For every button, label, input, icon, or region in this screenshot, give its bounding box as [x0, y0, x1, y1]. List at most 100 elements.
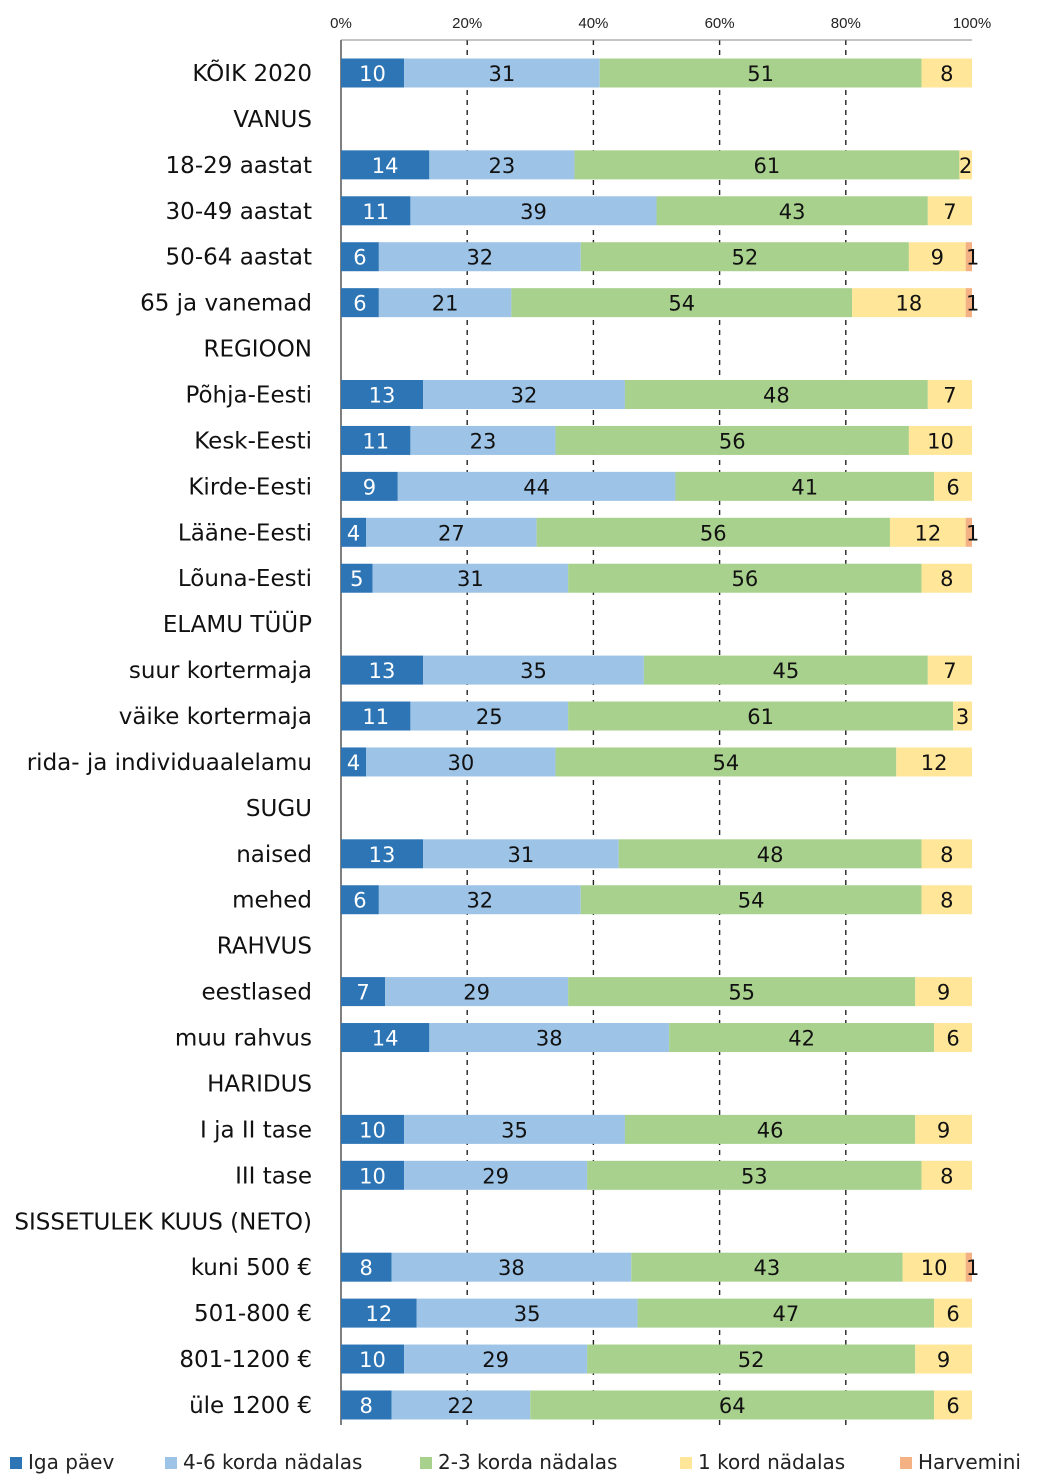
bar-value-label: 46 [757, 1118, 784, 1142]
bar-value-label: 31 [507, 843, 534, 867]
bar-value-label: 23 [470, 429, 497, 453]
legend-label: 1 kord nädalas [698, 1450, 845, 1474]
x-tick-label: 100% [953, 15, 991, 32]
bar-value-label: 43 [754, 1256, 781, 1280]
bar-value-label: 31 [457, 567, 484, 591]
bar-value-label: 39 [520, 200, 547, 224]
bar-value-label: 1 [966, 292, 979, 316]
bar-value-label: 32 [466, 246, 493, 270]
bar-value-label: 9 [937, 981, 950, 1005]
bar-value-label: 12 [914, 521, 941, 545]
legend-label: 4-6 korda nädalas [183, 1450, 362, 1474]
bar-value-label: 41 [791, 475, 818, 499]
bar-value-label: 9 [937, 1118, 950, 1142]
x-tick-label: 80% [831, 15, 861, 32]
bar-value-label: 6 [946, 475, 959, 499]
category-label: Kirde-Eesti [188, 474, 312, 500]
bar-value-label: 45 [772, 659, 799, 683]
category-label: Kesk-Eesti [194, 428, 312, 454]
category-label: 18-29 aastat [166, 153, 312, 179]
x-tick-label: 20% [452, 15, 482, 32]
category-label: Lääne-Eesti [178, 520, 312, 546]
category-labels: KÕIK 2020VANUS18-29 aastat30-49 aastat50… [14, 58, 312, 1419]
bar-value-label: 10 [359, 1164, 386, 1188]
category-label: Lõuna-Eesti [178, 566, 312, 592]
category-label: REGIOON [203, 337, 312, 363]
bar-value-label: 11 [362, 429, 389, 453]
bar-value-label: 32 [511, 384, 538, 408]
category-label: mehed [232, 888, 312, 914]
bar-value-label: 42 [788, 1027, 815, 1051]
x-axis-ticks: 0% 20% 40% 60% 80% 100% [330, 15, 991, 32]
category-label: VANUS [233, 107, 312, 133]
x-tick-label: 0% [330, 15, 352, 32]
bar-value-label: 6 [353, 246, 366, 270]
bar-value-label: 64 [719, 1394, 746, 1418]
bar-value-label: 6 [946, 1394, 959, 1418]
bar-value-label: 7 [943, 200, 956, 224]
bar-value-label: 12 [365, 1302, 392, 1326]
bar-value-label: 35 [514, 1302, 541, 1326]
bar-value-label: 29 [463, 981, 490, 1005]
bar-value-label: 30 [448, 751, 475, 775]
legend-swatch [10, 1457, 22, 1469]
category-label: III tase [235, 1163, 312, 1189]
bar-value-label: 9 [931, 246, 944, 270]
bar-value-label: 48 [763, 384, 790, 408]
bar-value-label: 18 [896, 292, 923, 316]
bar-value-label: 13 [369, 384, 396, 408]
bar-value-label: 8 [360, 1394, 373, 1418]
bar-value-label: 14 [372, 154, 399, 178]
bar-value-label: 35 [501, 1118, 528, 1142]
bar-value-label: 11 [362, 705, 389, 729]
bar-value-label: 8 [940, 567, 953, 591]
bar-value-label: 61 [754, 154, 781, 178]
bar-value-label: 29 [482, 1348, 509, 1372]
bar-value-label: 6 [353, 292, 366, 316]
bar-value-label: 32 [466, 889, 493, 913]
bar-value-label: 13 [369, 843, 396, 867]
bar-value-label: 54 [738, 889, 765, 913]
bar-value-label: 8 [940, 843, 953, 867]
bar-value-label: 3 [956, 705, 969, 729]
bar-value-label: 7 [943, 659, 956, 683]
bar-value-label: 10 [921, 1256, 948, 1280]
x-tick-label: 40% [578, 15, 608, 32]
legend-label: 2-3 korda nädalas [438, 1450, 617, 1474]
bar-value-label: 10 [359, 1118, 386, 1142]
bar-value-label: 47 [772, 1302, 799, 1326]
category-label: SUGU [246, 796, 312, 822]
bar-value-label: 43 [779, 200, 806, 224]
category-label: HARIDUS [207, 1071, 312, 1097]
bar-value-label: 12 [921, 751, 948, 775]
bar-value-label: 9 [937, 1348, 950, 1372]
bar-value-label: 38 [536, 1027, 563, 1051]
bar-value-label: 31 [489, 62, 516, 86]
category-label: kuni 500 € [191, 1255, 312, 1281]
bar-value-label: 9 [363, 475, 376, 499]
bar-value-label: 56 [731, 567, 758, 591]
bar-value-label: 4 [347, 751, 360, 775]
category-label: Põhja-Eesti [185, 383, 312, 409]
category-label: SISSETULEK KUUS (NETO) [14, 1209, 312, 1235]
bar-value-label: 10 [359, 62, 386, 86]
bar-value-label: 56 [719, 429, 746, 453]
bar-value-label: 55 [728, 981, 755, 1005]
category-label: suur kortermaja [129, 658, 312, 684]
bar-value-label: 2 [959, 154, 972, 178]
category-label: I ja II tase [200, 1117, 312, 1143]
bar-value-label: 8 [360, 1256, 373, 1280]
legend-label: Harvemini [918, 1450, 1021, 1474]
category-label: 501-800 € [194, 1301, 312, 1327]
bar-value-label: 1 [966, 521, 979, 545]
category-label: ELAMU TÜÜP [163, 610, 312, 638]
bar-value-label: 51 [747, 62, 774, 86]
category-label: 50-64 aastat [166, 245, 312, 271]
category-label: väike kortermaja [119, 704, 312, 730]
bar-value-label: 25 [476, 705, 503, 729]
bar-value-label: 29 [482, 1164, 509, 1188]
bar-value-label: 1 [966, 246, 979, 270]
category-label: muu rahvus [175, 1026, 312, 1052]
bar-value-label: 56 [700, 521, 727, 545]
